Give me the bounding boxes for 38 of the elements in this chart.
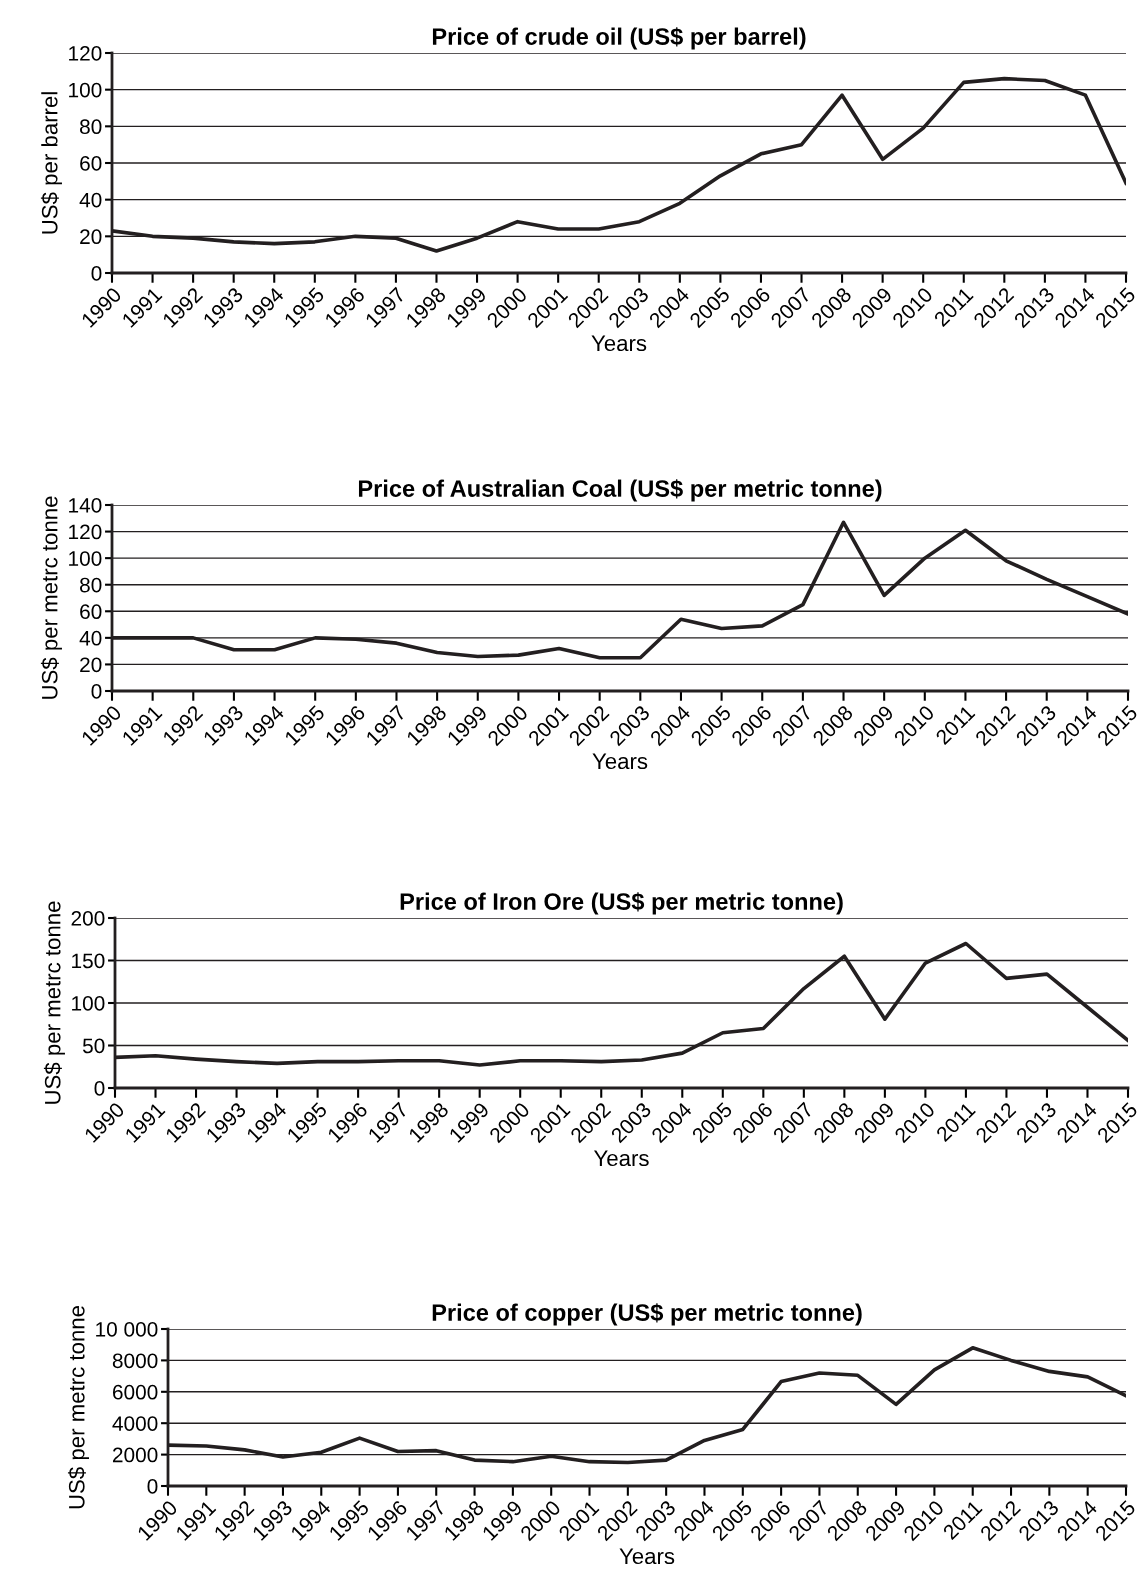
y-tick-label: 80 [80,119,102,135]
chart-title: Price of Australian Coal (US$ per metric tonne) [358,479,882,502]
y-tick-label: 8000 [112,1353,158,1369]
y-tick-label: 10 000 [96,1322,158,1337]
chart-title: Price of copper (US$ per metric tonne) [432,1303,862,1326]
y-tick-label: 0 [91,684,102,699]
y-tick-label: 50 [82,1038,105,1054]
y-tick-label: 60 [80,156,102,171]
y-tick-label: 120 [69,46,102,61]
x-axis-title: Years [593,1150,649,1167]
y-tick-label: 0 [147,1479,158,1494]
x-axis-title: Years [619,1548,675,1565]
y-tick-label: 120 [69,524,102,540]
y-tick-label: 100 [72,996,105,1011]
x-axis-title: Years [592,753,648,770]
y-tick-label: 0 [94,1081,105,1096]
chart-title: Price of Iron Ore (US$ per metric tonne) [400,892,843,915]
y-tick-label: 40 [79,192,102,208]
y-axis-title: US$ per barrel [40,92,62,234]
chart-title: Price of crude oil (US$ per barrel) [432,27,806,50]
y-tick-label: 6000 [112,1384,158,1400]
y-axis-title: US$ per metrc tonne [43,901,65,1104]
y-tick-label: 150 [72,953,105,969]
y-tick-label: 100 [69,82,102,98]
y-tick-label: 80 [80,577,102,593]
y-tick-label: 140 [69,498,102,513]
y-tick-label: 60 [80,604,102,620]
y-tick-label: 4000 [112,1416,158,1431]
x-axis-title: Years [591,335,647,352]
y-axis-title: US$ per metrc tonne [67,1305,90,1509]
y-tick-label: 40 [79,630,102,646]
y-tick-label: 200 [71,911,105,926]
y-axis-title: US$ per metrc tonne [40,496,62,699]
y-tick-label: 20 [80,657,102,673]
y-tick-label: 100 [69,551,102,566]
y-tick-label: 20 [80,229,102,245]
y-tick-label: 2000 [112,1447,158,1463]
y-tick-label: 0 [91,266,102,281]
